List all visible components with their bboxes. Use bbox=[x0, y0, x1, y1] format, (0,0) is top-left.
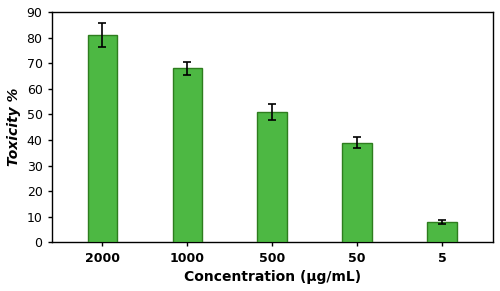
Bar bbox=[88, 35, 118, 242]
Bar bbox=[428, 222, 457, 242]
X-axis label: Concentration (μg/mL): Concentration (μg/mL) bbox=[184, 270, 361, 284]
Bar bbox=[342, 143, 372, 242]
Bar bbox=[258, 112, 287, 242]
Bar bbox=[172, 68, 202, 242]
Y-axis label: Toxicity %: Toxicity % bbox=[7, 88, 21, 166]
